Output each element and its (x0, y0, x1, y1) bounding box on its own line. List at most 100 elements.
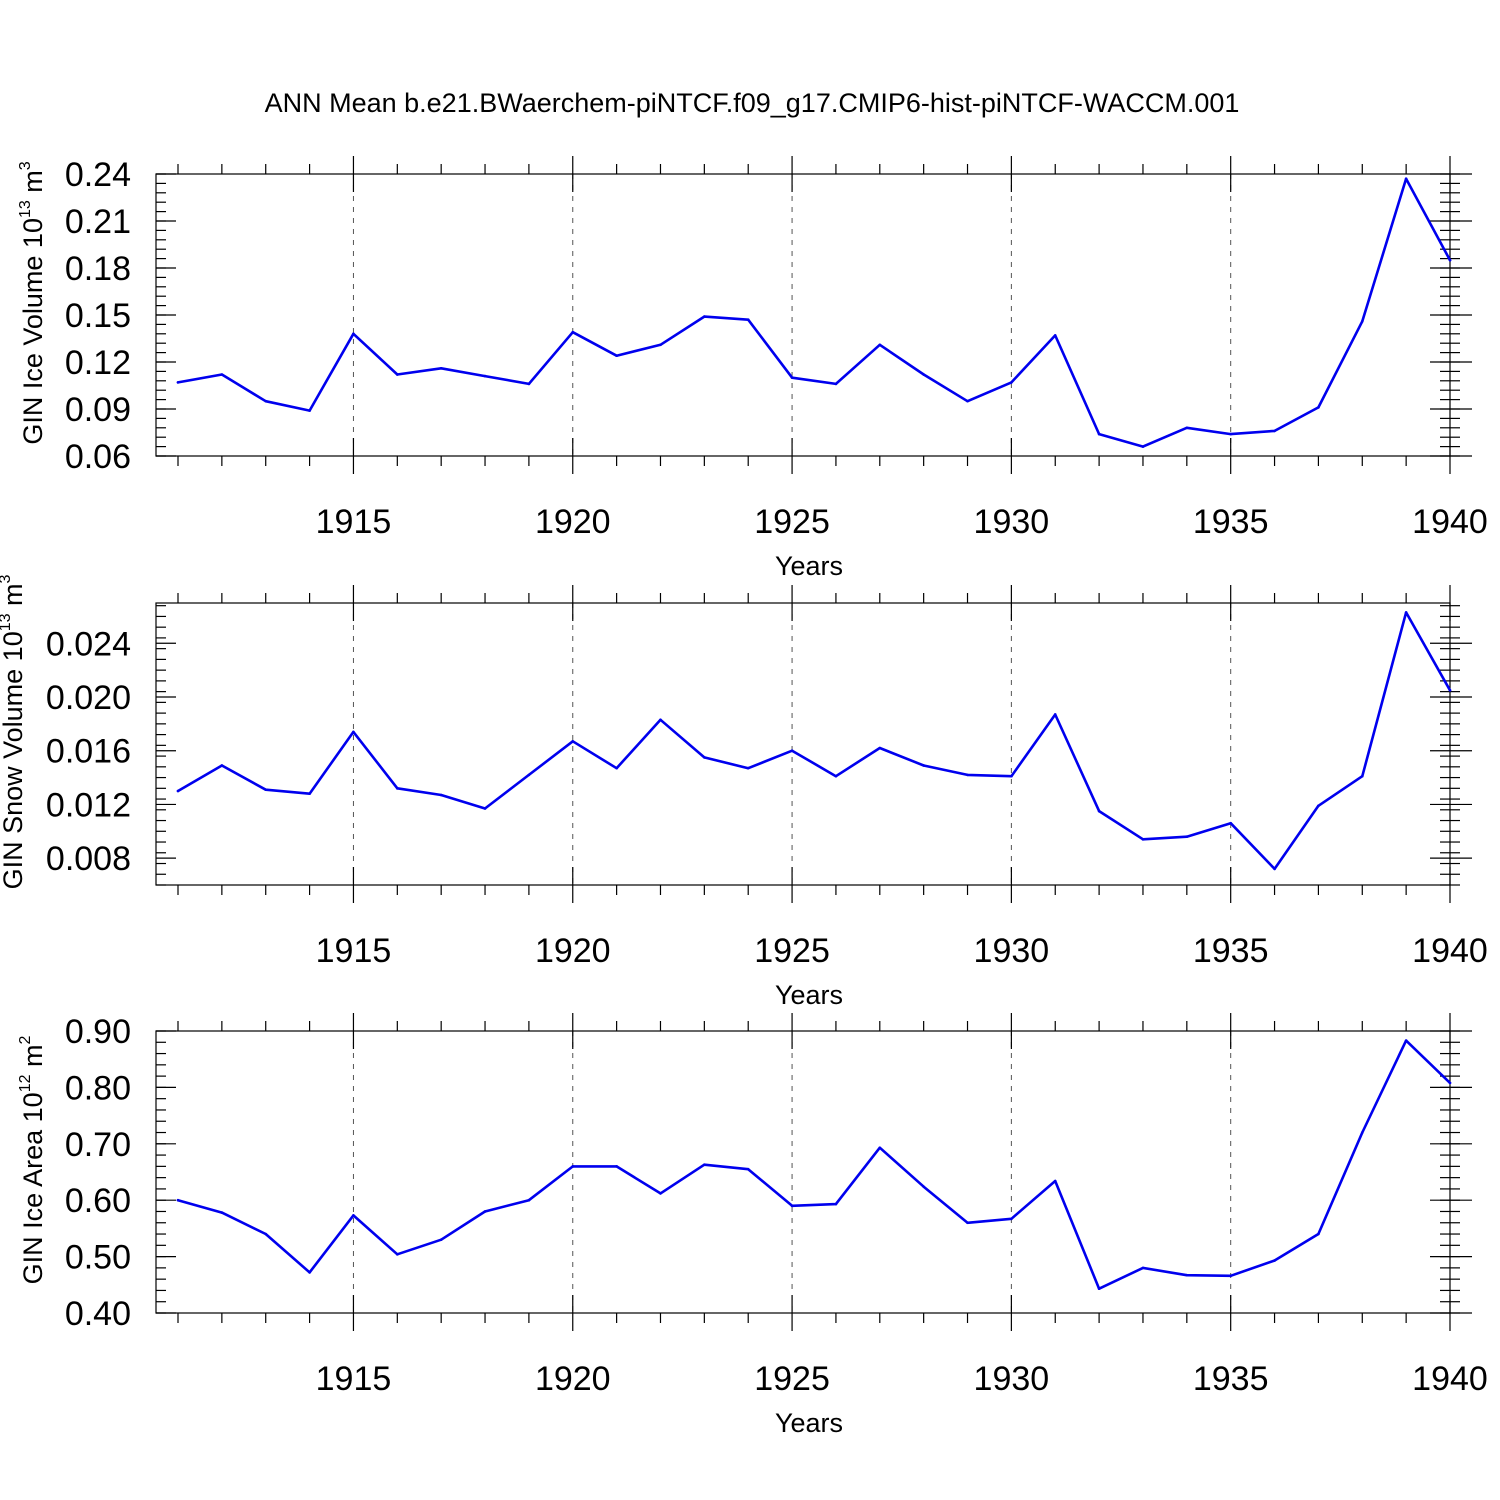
y-axis-title-text: m (18, 1045, 48, 1075)
x-tick-label: 1920 (535, 503, 611, 541)
data-point (264, 1232, 268, 1236)
y-axis-title: GIN Ice Area 1012 m2 (17, 1036, 48, 1285)
y-axis-title-text: GIN Ice Volume 10 (18, 218, 48, 445)
data-point (1448, 688, 1452, 692)
x-tick-label: 1925 (754, 1360, 830, 1398)
y-tick-label: 0.020 (46, 679, 131, 717)
data-point (834, 382, 838, 386)
y-tick-label: 0.40 (65, 1295, 131, 1333)
data-point (1185, 835, 1189, 838)
data-point (790, 1204, 794, 1208)
data-point (922, 764, 925, 767)
data-point (1229, 821, 1232, 825)
series-line-1 (176, 177, 1452, 448)
y-tick-label: 0.016 (46, 733, 131, 771)
y-axis-title-text: m (18, 170, 48, 200)
panels: 1915 1920 1925 1930 1935 1940 Years 0.06 0.09 0.1… (0, 156, 1488, 1438)
data-point (703, 315, 706, 318)
data-point (527, 773, 531, 777)
data-point (1010, 381, 1013, 384)
data-point (659, 718, 662, 722)
x-tick-label: 1920 (535, 932, 611, 970)
data-point (1097, 1287, 1101, 1291)
data-point (1053, 1179, 1057, 1183)
y-axis-title-superscript: 13 (17, 200, 34, 218)
data-point (483, 374, 487, 378)
data-point (352, 332, 355, 336)
data-point (1317, 1232, 1320, 1236)
data-point (1141, 445, 1145, 448)
y-axis-title-text: GIN Ice Area 10 (18, 1092, 48, 1284)
y-tick-label: 0.012 (46, 786, 131, 824)
x-tick-label: 1935 (1193, 932, 1269, 970)
data-point (878, 746, 882, 750)
data-point (834, 1202, 838, 1206)
data-point (264, 399, 268, 403)
data-point (1185, 426, 1189, 430)
data-point (396, 787, 399, 790)
x-tick-label: 1915 (316, 932, 392, 970)
data-point (1229, 432, 1232, 436)
x-axis-title: Years (775, 980, 843, 1010)
data-point (1273, 429, 1276, 433)
data-point (571, 330, 575, 334)
panel-1: 1915 1920 1925 1930 1935 1940 Years 0.06 0.09 0.1… (17, 156, 1488, 581)
data-point (439, 793, 443, 797)
x-tick-label: 1935 (1193, 503, 1269, 541)
y-tick-label: 0.50 (65, 1239, 131, 1277)
plot-frame (155, 173, 1451, 457)
data-point (966, 399, 969, 403)
data-point (571, 740, 575, 743)
data-point (308, 409, 311, 412)
y-axis-title-superscript: 3 (0, 574, 14, 583)
data-point (1404, 177, 1408, 180)
data-point (878, 343, 882, 347)
data-point (527, 382, 531, 386)
y-tick-label: 0.24 (65, 156, 131, 194)
data-point (1360, 319, 1364, 323)
data-point (615, 354, 618, 358)
y-tick-label: 0.008 (46, 840, 131, 878)
panel-3: 1915 1920 1925 1930 1935 1940 Years 0.40 0.50 0.6… (17, 1013, 1488, 1438)
data-point (439, 366, 443, 370)
data-point (1010, 1217, 1013, 1221)
data-point (483, 807, 487, 810)
data-point (1317, 406, 1320, 409)
x-tick-label: 1925 (754, 503, 830, 541)
data-point (746, 766, 750, 770)
data-point (1404, 611, 1408, 614)
y-tick-label: 0.09 (65, 391, 131, 429)
data-point (352, 730, 355, 734)
x-axis-title: Years (775, 551, 843, 581)
y-axis-title: GIN Ice Volume 1013 m3 (17, 161, 48, 444)
data-point (1404, 1039, 1408, 1042)
data-point (746, 318, 750, 322)
x-tick-label: 1915 (316, 1360, 392, 1398)
x-tick-label: 1940 (1412, 503, 1488, 541)
data-point (1360, 1131, 1364, 1134)
data-point (966, 773, 969, 777)
data-point (1273, 1259, 1276, 1262)
data-point (396, 1253, 399, 1256)
data-point (220, 373, 224, 376)
y-tick-label: 0.80 (65, 1069, 131, 1107)
data-point (659, 1192, 662, 1195)
x-tick-label: 1935 (1193, 1360, 1269, 1398)
x-tick-label: 1930 (974, 1360, 1050, 1398)
data-point (922, 373, 925, 376)
data-point (1053, 334, 1057, 337)
data-point (790, 749, 794, 753)
data-point (1273, 867, 1276, 871)
series-line-1 (176, 611, 1452, 871)
data-point (1010, 774, 1013, 778)
data-point (615, 1165, 618, 1168)
y-tick-label: 0.18 (65, 250, 131, 288)
data-point (966, 1221, 969, 1225)
y-tick-label: 0.06 (65, 438, 131, 476)
x-axis-title: Years (775, 1408, 843, 1438)
data-point (1317, 804, 1320, 808)
y-axis-title-superscript: 12 (17, 1074, 34, 1092)
plot-frame (155, 1030, 1451, 1314)
data-point (1053, 713, 1057, 716)
data-point (176, 1198, 180, 1202)
